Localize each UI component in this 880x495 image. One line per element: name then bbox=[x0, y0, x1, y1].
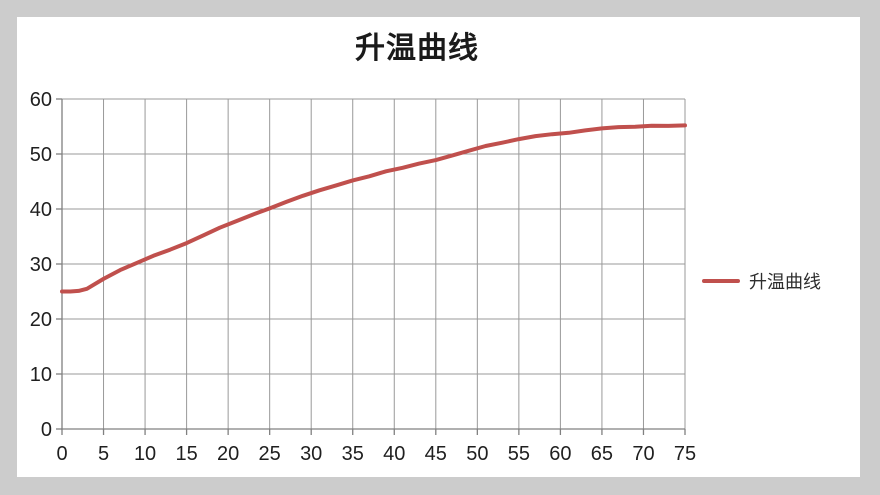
x-tick-label: 0 bbox=[56, 443, 67, 465]
y-tick-label: 40 bbox=[30, 199, 52, 221]
legend-line-sample bbox=[702, 279, 740, 283]
y-tick-label: 30 bbox=[30, 254, 52, 276]
legend[interactable]: 升温曲线 bbox=[702, 269, 821, 293]
x-tick-label: 30 bbox=[300, 443, 322, 465]
chart-title[interactable]: 升温曲线 bbox=[355, 31, 479, 66]
temperature-series-line[interactable] bbox=[60, 123, 687, 294]
x-tick-label: 55 bbox=[508, 443, 530, 465]
x-tick-label: 35 bbox=[342, 443, 364, 465]
x-tick-label: 15 bbox=[175, 443, 197, 465]
x-tick-label: 40 bbox=[383, 443, 405, 465]
x-tick-label: 25 bbox=[259, 443, 281, 465]
x-tick-label: 75 bbox=[674, 443, 696, 465]
x-tick-label: 45 bbox=[425, 443, 447, 465]
x-tick-label: 5 bbox=[98, 443, 109, 465]
x-tick-label: 60 bbox=[549, 443, 571, 465]
x-tick-label: 10 bbox=[134, 443, 156, 465]
x-tick-label: 65 bbox=[591, 443, 613, 465]
y-tick-label: 60 bbox=[30, 89, 52, 111]
x-tick-label: 50 bbox=[466, 443, 488, 465]
y-tick-label: 10 bbox=[30, 364, 52, 386]
y-tick-label: 0 bbox=[41, 419, 52, 441]
y-tick-label: 50 bbox=[30, 144, 52, 166]
chart-canvas[interactable] bbox=[17, 17, 860, 477]
x-tick-label: 20 bbox=[217, 443, 239, 465]
y-tick-label: 20 bbox=[30, 309, 52, 331]
legend-label: 升温曲线 bbox=[749, 272, 821, 292]
x-tick-label: 70 bbox=[632, 443, 654, 465]
